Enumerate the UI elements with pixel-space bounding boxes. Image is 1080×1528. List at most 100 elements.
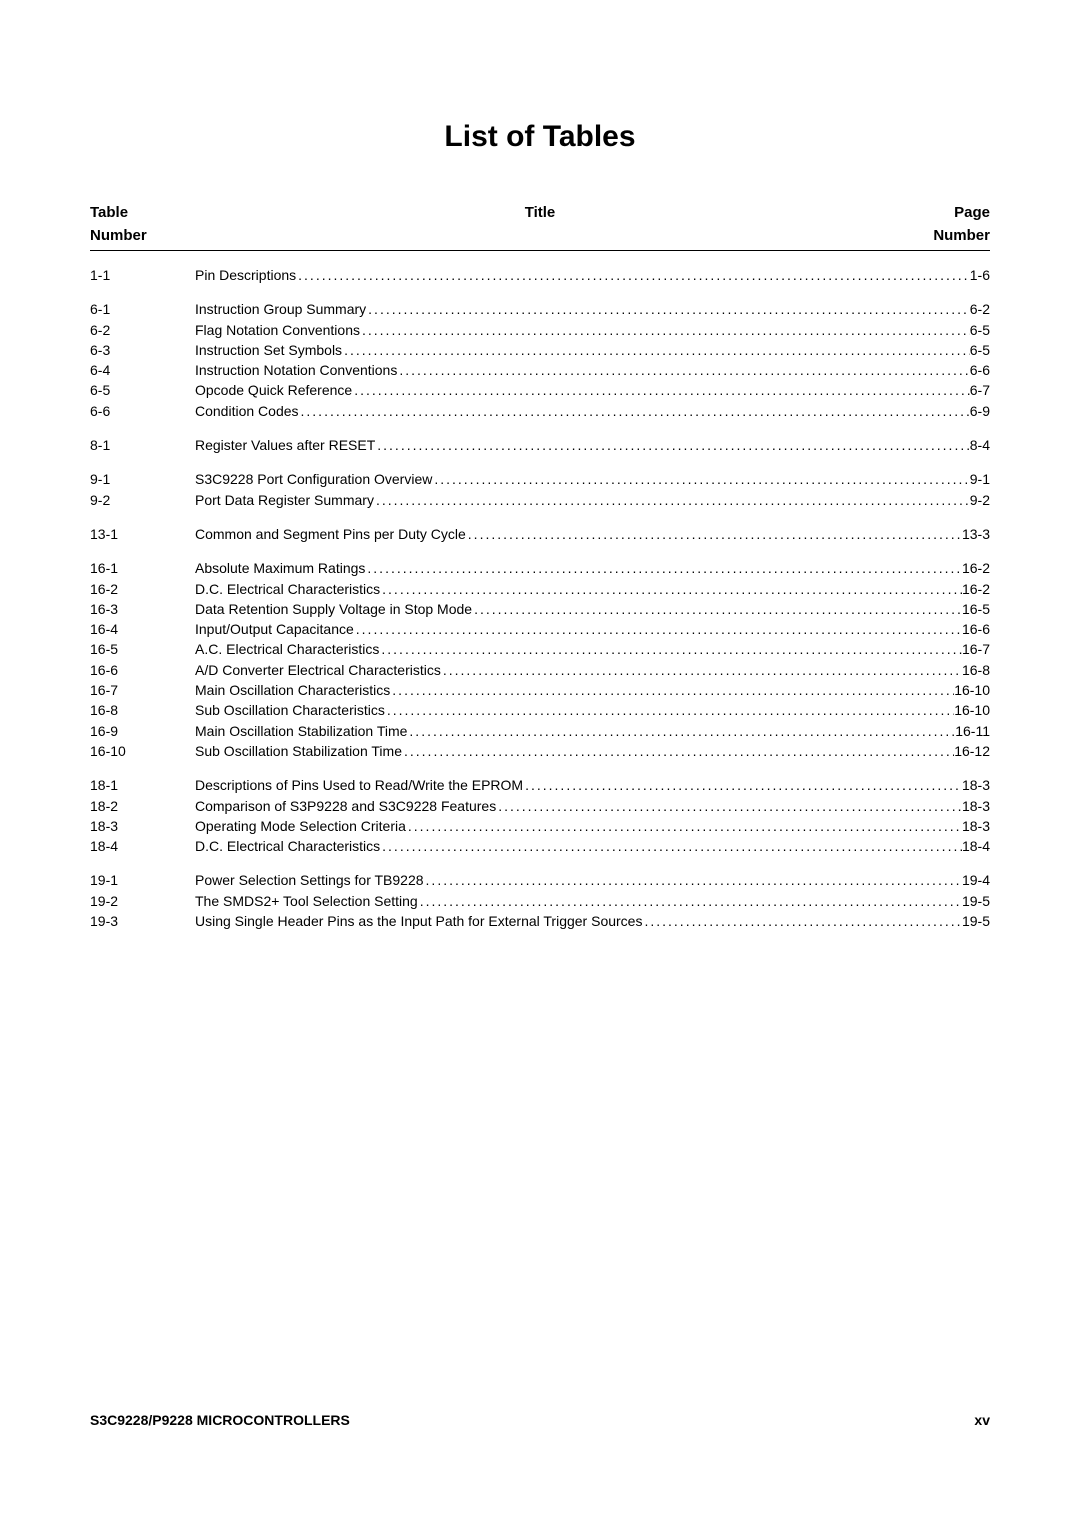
toc-page-number: 16-10 (954, 700, 990, 720)
toc-entry-title: Operating Mode Selection Criteria (195, 816, 406, 836)
toc-table-number: 9-1 (90, 469, 195, 489)
toc-page-number: 19-4 (962, 870, 990, 890)
toc-row: 18-4D.C. Electrical Characteristics18-4 (90, 836, 990, 856)
toc-container: 1-1Pin Descriptions1-6 6-1Instruction Gro… (90, 265, 990, 931)
toc-table-number: 16-3 (90, 599, 195, 619)
toc-entry-title: Power Selection Settings for TB9228 (195, 870, 424, 890)
toc-entry-title: Port Data Register Summary (195, 490, 374, 510)
toc-page-number: 18-3 (962, 796, 990, 816)
toc-entry-title: Sub Oscillation Characteristics (195, 700, 385, 720)
toc-table-number: 16-10 (90, 741, 195, 761)
toc-leader-dots (424, 870, 962, 890)
toc-entry-title: Instruction Notation Conventions (195, 360, 397, 380)
toc-row: 9-1S3C9228 Port Configuration Overview9-… (90, 469, 990, 489)
toc-table-number: 18-2 (90, 796, 195, 816)
toc-leader-dots (523, 775, 962, 795)
toc-row: 16-7Main Oscillation Characteristics16-1… (90, 680, 990, 700)
toc-table-number: 18-1 (90, 775, 195, 795)
toc-entry-title: Opcode Quick Reference (195, 380, 352, 400)
toc-page-number: 6-5 (970, 320, 990, 340)
toc-table-number: 18-4 (90, 836, 195, 856)
header-center-blank (180, 227, 900, 244)
toc-entry-title: Flag Notation Conventions (195, 320, 360, 340)
toc-row: 6-2Flag Notation Conventions 6-5 (90, 320, 990, 340)
toc-leader-dots (397, 360, 969, 380)
toc-entry-title: Sub Oscillation Stabilization Time (195, 741, 402, 761)
toc-entry-title: Register Values after RESET (195, 435, 375, 455)
toc-page-number: 13-3 (962, 524, 990, 544)
toc-entry-title: A.C. Electrical Characteristics (195, 639, 379, 659)
toc-group: 9-1S3C9228 Port Configuration Overview9-… (90, 469, 990, 510)
toc-page-number: 16-7 (962, 639, 990, 659)
header-number-label-right: Number (900, 227, 990, 244)
header-divider (90, 250, 990, 251)
toc-page-number: 16-12 (954, 741, 990, 761)
toc-leader-dots (366, 299, 970, 319)
toc-header-row2: Number Number (90, 227, 990, 244)
toc-entry-title: A/D Converter Electrical Characteristics (195, 660, 441, 680)
toc-leader-dots (380, 836, 962, 856)
toc-entry-title: D.C. Electrical Characteristics (195, 579, 380, 599)
toc-leader-dots (342, 340, 970, 360)
toc-page-number: 6-7 (970, 380, 990, 400)
toc-group: 16-1Absolute Maximum Ratings16-216-2 D.C.… (90, 558, 990, 761)
footer-page-number: xv (974, 1412, 990, 1428)
toc-table-number: 6-1 (90, 299, 195, 319)
toc-header-row1: Table Title Page (90, 204, 990, 221)
toc-table-number: 19-3 (90, 911, 195, 931)
toc-page-number: 16-2 (962, 579, 990, 599)
toc-page-number: 19-5 (962, 911, 990, 931)
toc-entry-title: D.C. Electrical Characteristics (195, 836, 380, 856)
footer-doc-title: S3C9228/P9228 MICROCONTROLLERS (90, 1412, 350, 1428)
toc-table-number: 16-5 (90, 639, 195, 659)
toc-leader-dots (365, 558, 962, 578)
toc-row: 19-3Using Single Header Pins as the Inpu… (90, 911, 990, 931)
toc-row: 18-3Operating Mode Selection Criteria18-… (90, 816, 990, 836)
toc-leader-dots (374, 490, 970, 510)
toc-row: 9-2Port Data Register Summary9-2 (90, 490, 990, 510)
toc-table-number: 18-3 (90, 816, 195, 836)
toc-table-number: 16-4 (90, 619, 195, 639)
toc-entry-title: Condition Codes (195, 401, 299, 421)
toc-table-number: 16-9 (90, 721, 195, 741)
toc-page-number: 18-4 (962, 836, 990, 856)
toc-row: 19-1Power Selection Settings for TB9228 1… (90, 870, 990, 890)
toc-row: 6-5Opcode Quick Reference6-7 (90, 380, 990, 400)
toc-entry-title: Instruction Group Summary (195, 299, 366, 319)
toc-table-number: 16-7 (90, 680, 195, 700)
toc-group: 1-1Pin Descriptions1-6 (90, 265, 990, 285)
toc-row: 18-2Comparison of S3P9228 and S3C9228 Fe… (90, 796, 990, 816)
toc-entry-title: S3C9228 Port Configuration Overview (195, 469, 432, 489)
toc-row: 16-4Input/Output Capacitance16-6 (90, 619, 990, 639)
toc-row: 19-2The SMDS2+ Tool Selection Setting19-… (90, 891, 990, 911)
toc-leader-dots (432, 469, 969, 489)
toc-leader-dots (354, 619, 962, 639)
toc-row: 16-8Sub Oscillation Characteristics16-10 (90, 700, 990, 720)
toc-leader-dots (352, 380, 970, 400)
toc-row: 16-2D.C. Electrical Characteristics16-2 (90, 579, 990, 599)
toc-leader-dots (390, 680, 954, 700)
header-title-label: Title (180, 204, 900, 221)
toc-entry-title: The SMDS2+ Tool Selection Setting (195, 891, 418, 911)
toc-leader-dots (642, 911, 962, 931)
toc-leader-dots (375, 435, 970, 455)
toc-leader-dots (296, 265, 970, 285)
toc-table-number: 6-3 (90, 340, 195, 360)
toc-row: 18-1Descriptions of Pins Used to Read/Wr… (90, 775, 990, 795)
toc-table-number: 19-2 (90, 891, 195, 911)
toc-page-number: 9-1 (970, 469, 990, 489)
toc-row: 16-1Absolute Maximum Ratings16-2 (90, 558, 990, 578)
toc-entry-title: Main Oscillation Characteristics (195, 680, 390, 700)
toc-row: 6-4Instruction Notation Conventions6-6 (90, 360, 990, 380)
toc-table-number: 9-2 (90, 490, 195, 510)
toc-table-number: 6-6 (90, 401, 195, 421)
toc-row: 6-3Instruction Set Symbols6-5 (90, 340, 990, 360)
toc-page-number: 16-5 (962, 599, 990, 619)
header-number-label-left: Number (90, 227, 180, 244)
header-page-label: Page (900, 204, 990, 221)
toc-page-number: 16-11 (955, 721, 990, 741)
toc-leader-dots (299, 401, 970, 421)
toc-leader-dots (466, 524, 962, 544)
toc-table-number: 6-2 (90, 320, 195, 340)
toc-table-number: 19-1 (90, 870, 195, 890)
